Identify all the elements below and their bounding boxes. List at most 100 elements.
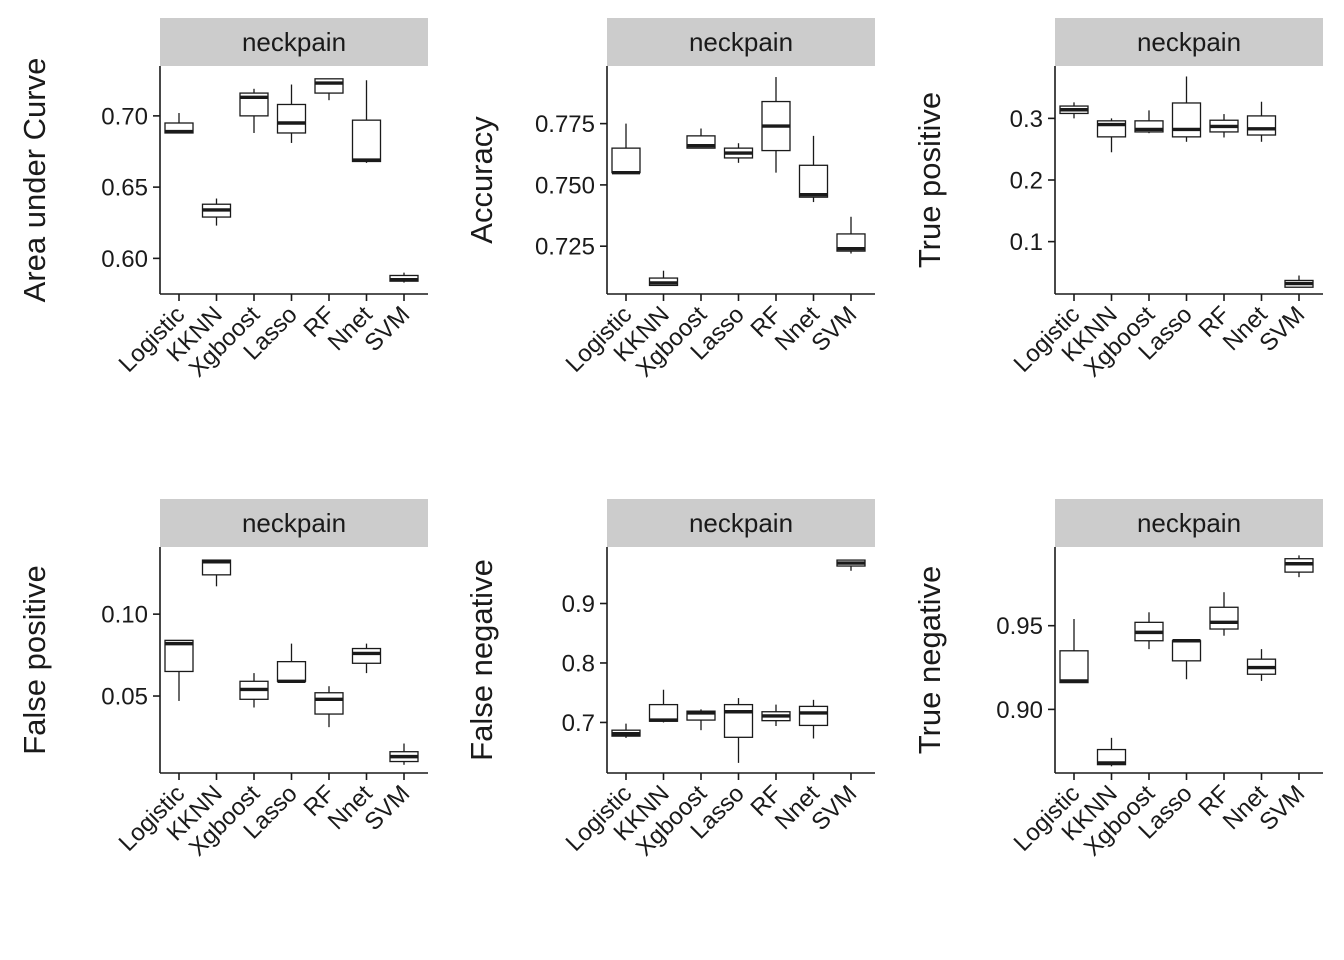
box-nnet [1246,101,1277,142]
box-iqr [1246,115,1277,136]
box-xgboost [239,88,269,133]
box-svm [389,743,419,765]
box-iqr [276,103,307,134]
y-tick-label: 0.60 [101,246,148,273]
y-axis-title: True positive [912,92,947,268]
facet-strip-label: neckpain [689,508,793,538]
facet-strip [1055,499,1323,547]
facet-strip-label: neckpain [689,27,793,57]
box-logistic [164,639,194,701]
x-tick-label: SVM [806,780,862,836]
box-rf [1209,592,1239,636]
box-nnet [351,80,382,163]
y-tick-label: 0.725 [535,234,595,261]
box-nnet [798,699,829,739]
box-rf [314,686,344,728]
box-kknn [201,198,232,226]
box-svm [836,559,866,571]
facet-strip [607,18,875,66]
box-svm [1284,275,1314,288]
y-axis-title: False positive [17,565,52,755]
box-iqr [1059,650,1089,684]
box-rf [1209,114,1239,138]
box-iqr [1209,606,1239,630]
y-tick-label: 0.05 [101,684,148,711]
y-tick-label: 0.3 [1010,106,1043,133]
y-tick-label: 0.10 [101,602,148,629]
box-xgboost [1134,110,1164,134]
box-rf [761,77,791,173]
box-iqr [836,233,866,252]
box-iqr [1171,102,1202,138]
x-tick-label: SVM [1254,780,1310,836]
facet-strip [160,499,428,547]
box-svm [836,216,866,254]
y-tick-label: 0.8 [562,650,595,677]
box-iqr [351,647,382,664]
box-nnet [351,643,382,674]
box-logistic [1059,618,1089,684]
box-nnet [798,135,829,203]
box-iqr [276,660,307,682]
box-iqr [314,78,344,94]
y-tick-label: 0.65 [101,175,148,202]
box-kknn [201,559,232,587]
box-nnet [1246,649,1277,681]
y-axis-title: Area under Curve [17,58,52,303]
box-iqr [1171,640,1202,662]
box-logistic [164,113,194,134]
box-iqr [1134,120,1164,133]
y-tick-label: 0.1 [1010,229,1043,256]
box-lasso [723,143,754,163]
box-logistic [611,723,641,738]
box-iqr [611,147,641,174]
box-kknn [648,270,679,287]
box-logistic [1059,102,1089,119]
box-iqr [723,703,754,738]
y-tick-label: 0.2 [1010,168,1043,195]
y-tick-label: 0.90 [996,697,1043,724]
box-iqr [798,164,829,198]
y-axis-title: True negative [912,566,947,754]
box-lasso [1171,639,1202,680]
y-tick-label: 0.7 [562,710,595,737]
y-tick-label: 0.775 [535,111,595,138]
box-lasso [276,84,307,143]
box-logistic [611,123,641,175]
y-axis-title: Accuracy [464,116,499,244]
x-tick-label: SVM [359,301,415,357]
box-xgboost [1134,612,1164,650]
y-tick-label: 0.95 [996,613,1043,640]
box-lasso [1171,76,1202,142]
facet-strip-label: neckpain [242,27,346,57]
box-svm [389,272,419,283]
y-tick-label: 0.70 [101,103,148,130]
box-lasso [723,698,754,763]
box-lasso [276,643,307,683]
panel-2: neckpain0.7250.7500.775AccuracyLogisticK… [464,18,875,383]
box-iqr [686,710,716,721]
box-iqr [351,119,382,163]
box-svm [1284,555,1314,578]
box-iqr [798,705,829,727]
box-xgboost [239,673,269,708]
box-xgboost [686,128,716,149]
box-kknn [1096,118,1127,153]
box-iqr [164,639,194,673]
box-kknn [648,689,679,723]
y-tick-label: 0.750 [535,172,595,199]
box-iqr [314,692,344,715]
facet-strip-label: neckpain [242,508,346,538]
y-axis-title: False negative [464,559,499,761]
x-tick-label: SVM [806,301,862,357]
x-tick-label: SVM [359,780,415,836]
facet-strip [607,499,875,547]
box-kknn [1096,737,1127,767]
box-xgboost [686,709,716,731]
